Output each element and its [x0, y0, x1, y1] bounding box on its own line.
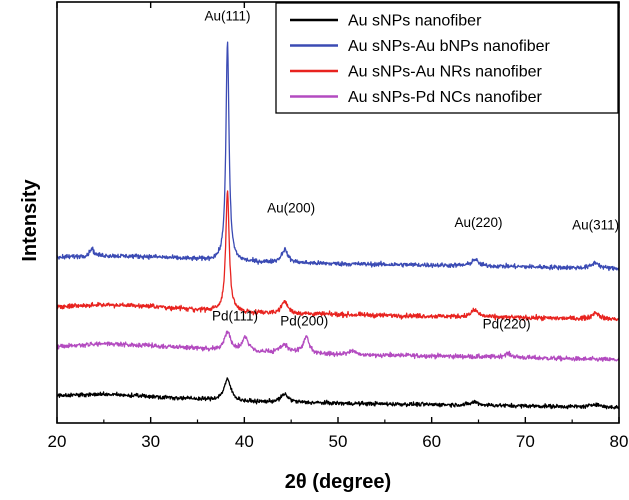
legend-entry: Au sNPs-Pd NCs nanofiber [348, 89, 543, 106]
legend-entry: Au sNPs-Au bNPs nanofiber [348, 38, 551, 55]
peak-annotation: Pd(220) [483, 316, 531, 331]
x-axis-title: 2θ (degree) [285, 471, 391, 493]
legend-entry: Au sNPs-Au NRs nanofiber [348, 64, 543, 81]
x-tick-label: 60 [422, 432, 441, 451]
peak-annotation: Au(220) [454, 215, 502, 230]
legend: Au sNPs nanofiber Au sNPs-Au bNPs nanofib… [275, 2, 619, 114]
peak-annotation: Pd(111) [212, 308, 258, 323]
x-tick-label: 20 [48, 432, 67, 451]
annotation-layer: Au(111) Au(200) Au(220) Au(311) Pd(111) Pd(20… [204, 8, 619, 331]
x-tick-label: 80 [610, 432, 629, 451]
peak-annotation: Pd(200) [280, 314, 328, 329]
series-line-2 [56, 190, 620, 322]
peak-annotation: Au(200) [267, 201, 315, 216]
series-layer [56, 41, 620, 410]
series-line-1 [56, 330, 620, 362]
x-tick-label: 40 [235, 432, 254, 451]
peak-annotation: Au(111) [204, 8, 250, 23]
series-line-0 [56, 377, 620, 410]
y-axis-title: Intensity [19, 179, 41, 262]
peak-annotation: Au(311) [572, 218, 619, 233]
legend-entry: Au sNPs nanofiber [348, 13, 482, 30]
x-tick-label: 70 [516, 432, 535, 451]
x-axis-ticks: 20 30 40 50 60 70 80 [48, 2, 629, 451]
series-line-3 [56, 41, 620, 272]
x-tick-label: 50 [329, 432, 348, 451]
x-tick-label: 30 [141, 432, 160, 451]
legend-box [275, 2, 619, 114]
